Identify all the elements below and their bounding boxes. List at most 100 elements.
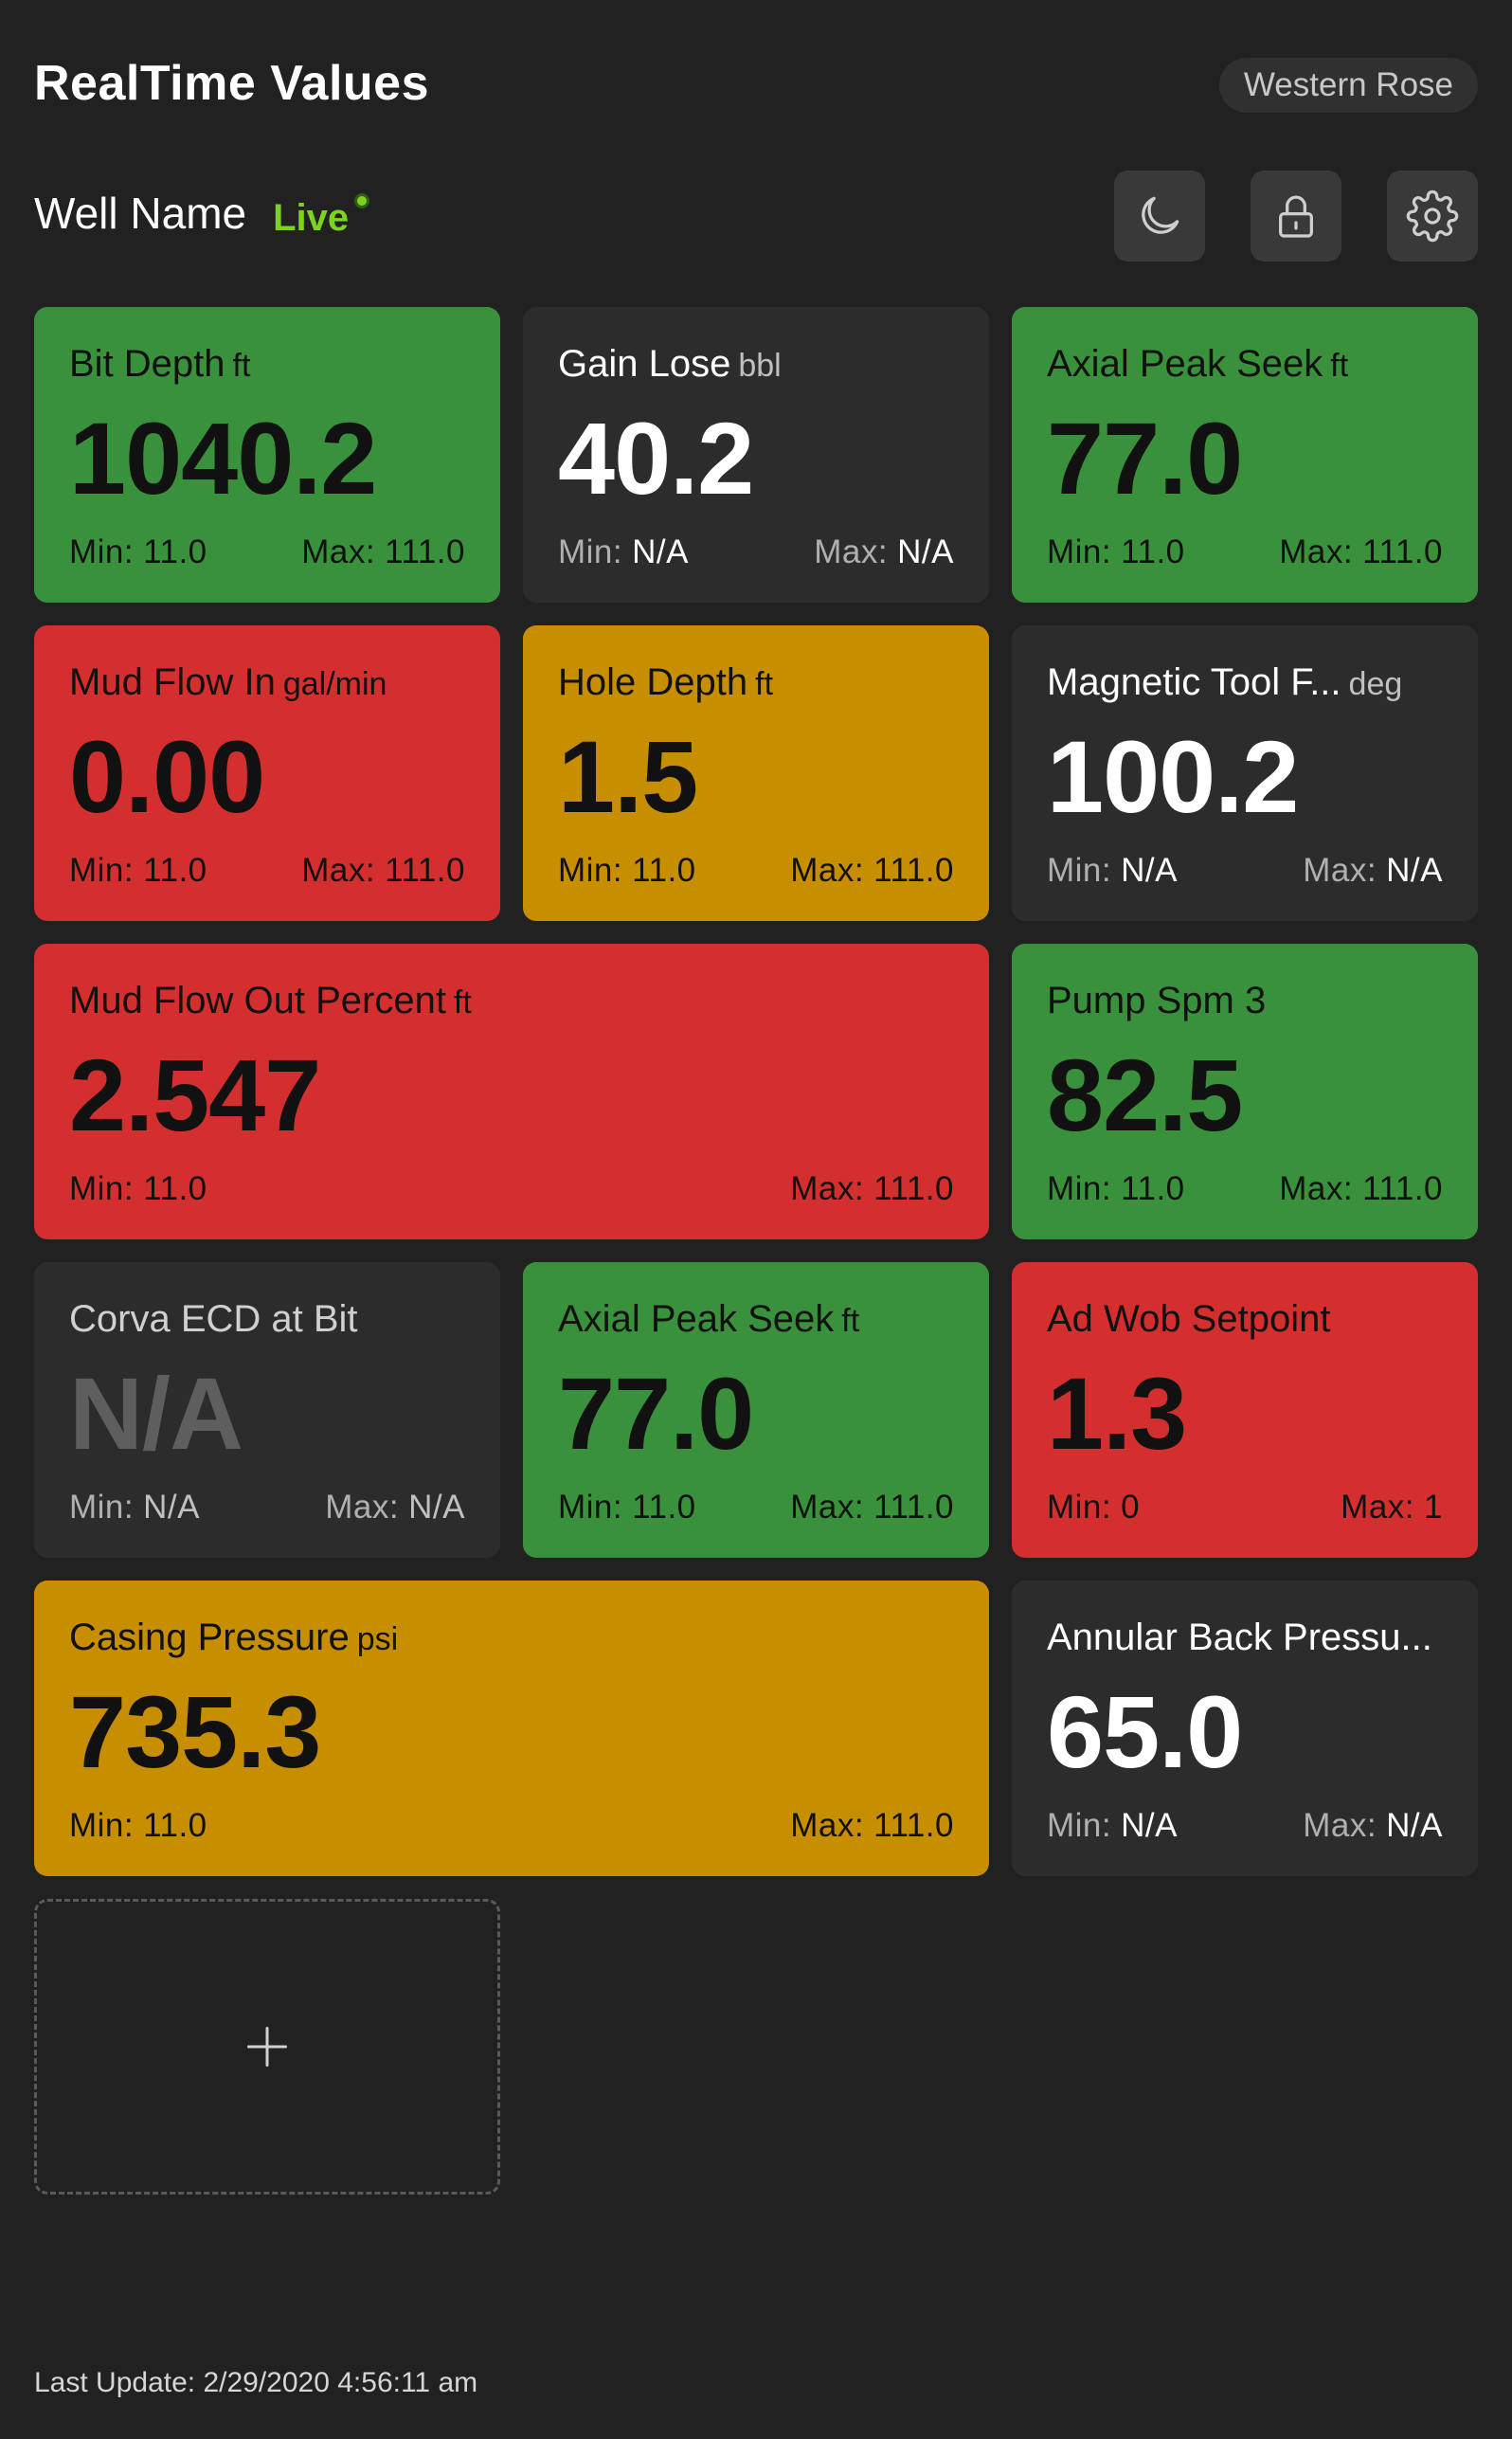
card-axial-peak-seek-2[interactable]: Axial Peak Seek ft 77.0 Min: 11.0 Max: 111.… — [523, 1262, 989, 1558]
min-label: Min: — [1047, 852, 1112, 889]
well-name: Well Name — [34, 189, 247, 238]
card-axial-peak-seek[interactable]: Axial Peak Seek ft 77.0 Min: 11.0 Max: 111.… — [1012, 307, 1478, 603]
values-grid: Bit Depth ft 1040.2 Min: 11.0 Max: 111.0 Ga… — [34, 307, 1478, 2195]
min-value: 11.0 — [143, 1807, 207, 1844]
rig-badge[interactable]: Western Rose — [1218, 58, 1478, 113]
max-label: Max: — [1279, 1170, 1354, 1207]
card-label: Mud Flow Out Percent — [69, 980, 446, 1021]
card-gain-lose[interactable]: Gain Lose bbl 40.2 Min: N/A Max: N/A — [523, 307, 989, 603]
card-label: Gain Lose — [558, 343, 731, 385]
card-value: 1040.2 — [69, 401, 377, 515]
card-value: 77.0 — [558, 1356, 754, 1471]
max-value: 111.0 — [873, 1489, 954, 1526]
min-label: Min: — [1047, 1170, 1112, 1207]
lock-icon — [1279, 195, 1313, 238]
max-value: N/A — [897, 533, 954, 570]
min-value: 0 — [1121, 1489, 1141, 1526]
card-value: N/A — [69, 1356, 243, 1471]
max-value: 111.0 — [873, 852, 954, 889]
card-casing-pressure[interactable]: Casing Pressure psi 735.3 Min: 11.0 Max: 11… — [34, 1581, 989, 1876]
min-label: Min: — [1047, 533, 1112, 570]
min-label: Min: — [69, 852, 135, 889]
card-unit: ft — [1330, 348, 1349, 384]
card-pump-spm-3[interactable]: Pump Spm 3 82.5 Min: 11.0 Max: 111.0 — [1012, 944, 1478, 1239]
night-mode-button[interactable] — [1114, 171, 1205, 262]
min-value: N/A — [1121, 852, 1178, 889]
card-label: Bit Depth — [69, 343, 225, 385]
min-value: 11.0 — [143, 533, 207, 570]
card-annular-back-pressure[interactable]: Annular Back Pressu... 65.0 Min: N/A Max:… — [1012, 1581, 1478, 1876]
max-label: Max: — [814, 533, 889, 570]
min-label: Min: — [69, 1807, 135, 1844]
card-unit: gal/min — [282, 666, 387, 702]
gear-icon — [1406, 190, 1459, 243]
max-value: 111.0 — [1362, 1170, 1443, 1207]
max-label: Max: — [325, 1489, 400, 1526]
card-value: 65.0 — [1047, 1674, 1243, 1789]
card-mud-flow-in[interactable]: Mud Flow In gal/min 0.00 Min: 11.0 Max: 111… — [34, 625, 500, 921]
live-status: Live — [273, 197, 350, 239]
settings-button[interactable] — [1387, 171, 1478, 262]
min-value: 11.0 — [632, 852, 696, 889]
card-mud-flow-out-percent[interactable]: Mud Flow Out Percent ft 2.547 Min: 11.0 Ma… — [34, 944, 989, 1239]
max-label: Max: — [790, 1807, 865, 1844]
min-label: Min: — [69, 533, 135, 570]
max-label: Max: — [1303, 852, 1377, 889]
min-value: 11.0 — [632, 1489, 696, 1526]
card-label: Corva ECD at Bit — [69, 1298, 358, 1340]
min-value: N/A — [632, 533, 689, 570]
card-label: Casing Pressure — [69, 1617, 350, 1658]
card-label: Magnetic Tool F... — [1047, 661, 1341, 703]
min-value: N/A — [1121, 1807, 1178, 1844]
card-value: 82.5 — [1047, 1038, 1243, 1152]
max-label: Max: — [1303, 1807, 1377, 1844]
well-header: Well Name Live — [34, 188, 370, 240]
card-label: Axial Peak Seek — [1047, 343, 1323, 385]
max-value: N/A — [1386, 852, 1443, 889]
min-label: Min: — [1047, 1807, 1112, 1844]
card-unit: bbl — [738, 348, 782, 384]
card-value: 0.00 — [69, 719, 265, 834]
card-value: 1.5 — [558, 719, 698, 834]
card-unit: ft — [453, 985, 472, 1021]
max-label: Max: — [301, 533, 376, 570]
max-label: Max: — [1279, 533, 1354, 570]
card-label: Annular Back Pressu... — [1047, 1617, 1432, 1658]
max-value: 1 — [1424, 1489, 1443, 1526]
max-value: 111.0 — [873, 1170, 954, 1207]
lock-button[interactable] — [1251, 171, 1341, 262]
page-title: RealTime Values — [34, 56, 429, 111]
card-corva-ecd-at-bit[interactable]: Corva ECD at Bit N/A Min: N/A Max: N/A — [34, 1262, 500, 1558]
min-value: N/A — [143, 1489, 200, 1526]
card-unit: ft — [755, 666, 774, 702]
card-unit: ft — [841, 1303, 860, 1339]
max-value: 111.0 — [1362, 533, 1443, 570]
min-value: 11.0 — [143, 852, 207, 889]
add-card-button[interactable] — [34, 1899, 500, 2195]
max-value: 111.0 — [385, 852, 465, 889]
min-label: Min: — [558, 1489, 623, 1526]
max-label: Max: — [301, 852, 376, 889]
max-label: Max: — [790, 852, 865, 889]
max-value: N/A — [1386, 1807, 1443, 1844]
card-value: 735.3 — [69, 1674, 321, 1789]
card-unit: deg — [1348, 666, 1403, 702]
plus-icon — [246, 2026, 288, 2068]
card-magnetic-tool-face[interactable]: Magnetic Tool F... deg 100.2 Min: N/A Max:… — [1012, 625, 1478, 921]
card-bit-depth[interactable]: Bit Depth ft 1040.2 Min: 11.0 Max: 111.0 — [34, 307, 500, 603]
min-label: Min: — [1047, 1489, 1112, 1526]
last-update: Last Update: 2/29/2020 4:56:11 am — [34, 2367, 478, 2398]
card-hole-depth[interactable]: Hole Depth ft 1.5 Min: 11.0 Max: 111.0 — [523, 625, 989, 921]
card-ad-wob-setpoint[interactable]: Ad Wob Setpoint 1.3 Min: 0 Max: 1 — [1012, 1262, 1478, 1558]
card-value: 100.2 — [1047, 719, 1299, 834]
min-value: 11.0 — [143, 1170, 207, 1207]
min-value: 11.0 — [1121, 533, 1185, 570]
max-label: Max: — [1341, 1489, 1415, 1526]
card-value: 40.2 — [558, 401, 754, 515]
moon-icon — [1142, 196, 1179, 234]
max-value: 111.0 — [385, 533, 465, 570]
card-value: 77.0 — [1047, 401, 1243, 515]
card-unit: ft — [232, 348, 251, 384]
live-indicator-dot — [354, 193, 370, 208]
card-unit: psi — [356, 1621, 399, 1657]
